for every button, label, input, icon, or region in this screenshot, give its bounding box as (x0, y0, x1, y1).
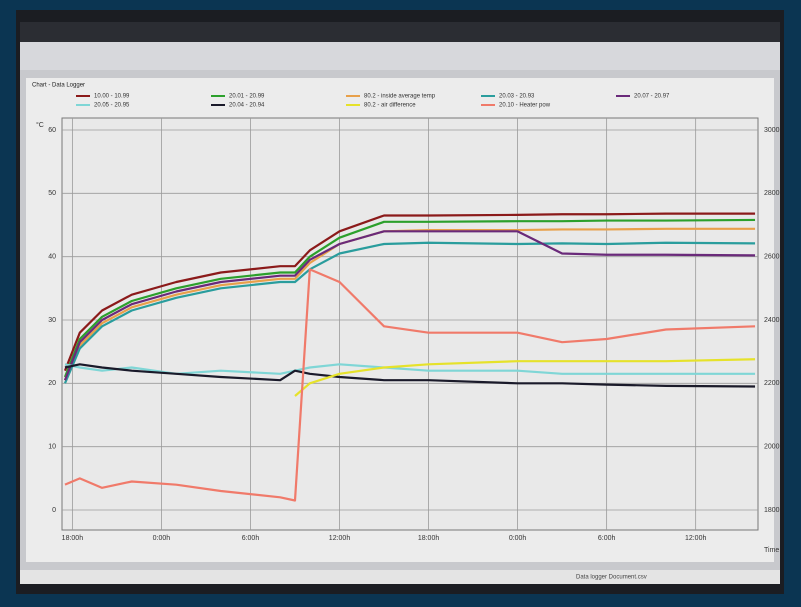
legend-label: 20.03 - 20.93 (499, 94, 535, 100)
legend-label: 20.10 - Heater pow (499, 103, 551, 109)
y2-tick-label: 2000 (764, 444, 780, 451)
legend-label: 20.07 - 20.97 (634, 94, 670, 100)
legend-label: 10.00 - 10.99 (94, 94, 130, 100)
y-tick-label: 50 (48, 190, 56, 197)
y-tick-label: 30 (48, 317, 56, 324)
y-tick-label: 20 (48, 380, 56, 387)
x-tick-label: 6:00h (242, 535, 260, 542)
x-tick-label: 0:00h (153, 535, 171, 542)
y-tick-label: 60 (48, 127, 56, 134)
y2-tick-label: 2400 (764, 317, 780, 324)
y-tick-label: 10 (48, 444, 56, 451)
y2-tick-label: 2200 (764, 380, 780, 387)
legend-label: 20.04 - 20.94 (229, 103, 265, 109)
x-tick-label: 18:00h (418, 535, 440, 542)
x-tick-label: 18:00h (62, 535, 84, 542)
page: {"window": {"title": "Chart - Data Logge… (0, 0, 801, 607)
legend-label: 20.01 - 20.99 (229, 94, 265, 100)
x-tick-label: 0:00h (509, 535, 527, 542)
monitor-screen: Chart - Data Logger Data logger Document… (16, 10, 784, 594)
y-tick-label: 0 (52, 507, 56, 514)
plot-area (62, 118, 758, 530)
x-tick-label: 12:00h (329, 535, 351, 542)
y2-tick-label: 1800 (764, 507, 780, 514)
legend-label: 20.05 - 20.95 (94, 103, 130, 109)
y2-tick-label: 2600 (764, 254, 780, 261)
x-axis-label: Time (764, 547, 779, 554)
legend-label: 80.2 - inside average temp (364, 94, 436, 100)
y-tick-label: 40 (48, 254, 56, 261)
chart: °C Time 0 10 20 30 40 50 60 1800 2000 2200 2400 260… (16, 10, 784, 594)
y2-tick-label: 2800 (764, 190, 780, 197)
y-unit: °C (36, 121, 44, 129)
x-tick-label: 12:00h (685, 535, 707, 542)
y2-tick-label: 3000 (764, 127, 780, 134)
x-tick-label: 6:00h (598, 535, 616, 542)
legend-label: 80.2 - air difference (364, 103, 416, 109)
